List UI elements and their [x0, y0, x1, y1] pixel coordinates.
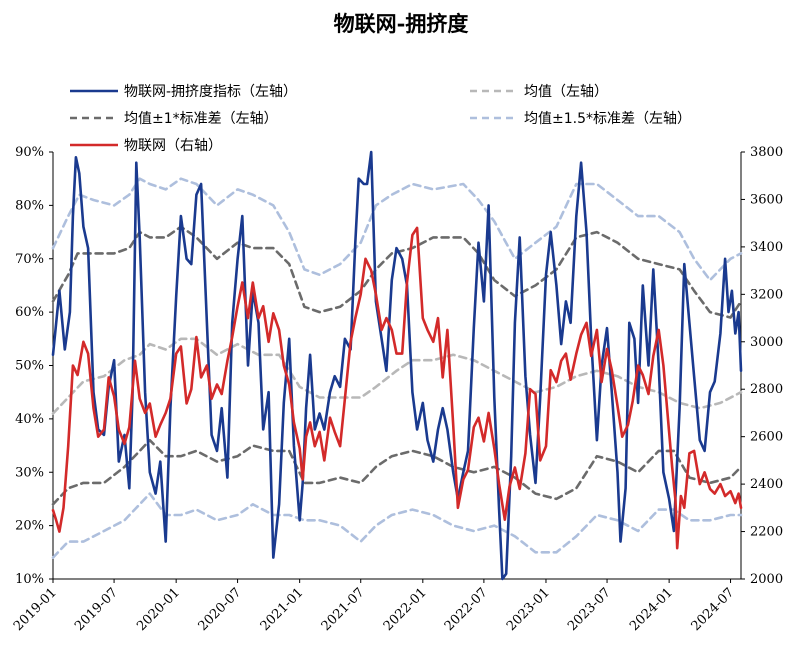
y-left-tick-label: 80%	[15, 198, 44, 213]
y-right-tick-label: 3600	[750, 192, 783, 207]
y-right-tick-label: 2400	[750, 477, 783, 492]
y-right-tick-label: 3200	[750, 287, 783, 302]
chart-title: 物联网-拥挤度	[334, 11, 469, 36]
x-tick-label: 2020-07	[196, 585, 245, 634]
y-left-tick-label: 30%	[15, 465, 44, 480]
x-tick-label: 2023-07	[565, 585, 614, 634]
x-tick-label: 2019-07	[72, 585, 121, 634]
series-line-sd1_upper	[51, 225, 743, 319]
series-line-index	[51, 226, 743, 550]
x-tick-label: 2022-01	[381, 585, 430, 634]
x-tick-label: 2019-01	[11, 585, 60, 634]
series-line-indicator	[51, 150, 743, 581]
y-right-tick-label: 3400	[750, 240, 783, 255]
x-tick-label: 2022-07	[442, 585, 491, 634]
legend-label-indicator: 物联网-拥挤度指标（左轴）	[124, 84, 297, 100]
series-line-mean	[51, 337, 743, 415]
y-left-tick-label: 60%	[15, 305, 44, 320]
y-right-tick-label: 3000	[750, 335, 783, 350]
y-left-tick-label: 90%	[15, 145, 44, 160]
plot-area	[51, 150, 743, 581]
legend-label-mean: 均值（左轴）	[524, 84, 608, 100]
x-tick-label: 2021-07	[319, 585, 368, 634]
y-left-tick-label: 40%	[15, 412, 44, 427]
series-line-sd15_upper	[51, 177, 743, 282]
x-tick-label: 2020-01	[134, 585, 183, 634]
y-left-tick-label: 20%	[15, 519, 44, 534]
y-right-tick-label: 2600	[750, 430, 783, 445]
y-right-tick-label: 2800	[750, 382, 783, 397]
legend-label-sd15: 均值±1.5*标准差（左轴）	[524, 111, 691, 127]
legend-label-index: 物联网（右轴）	[124, 138, 222, 154]
x-tick-label: 2024-01	[627, 585, 676, 634]
legend: 物联网-拥挤度指标（左轴） 均值（左轴） 均值±1*标准差（左轴） 均值±1.5*标准…	[70, 84, 691, 154]
y-left-tick-label: 50%	[15, 359, 44, 374]
x-tick-label: 2021-01	[258, 585, 307, 634]
series-line-sd15_lower	[51, 492, 743, 559]
axes: 90% 80% 70% 60% 50% 40% 30% 20% 10% 3800 3600 3400 3…	[11, 145, 783, 634]
y-right-tick-label: 2000	[750, 572, 783, 587]
y-left-tick-label: 10%	[15, 572, 44, 587]
y-left-tick-label: 70%	[15, 252, 44, 267]
y-right-tick-label: 2200	[750, 525, 783, 540]
legend-label-sd1: 均值±1*标准差（左轴）	[124, 111, 278, 127]
x-tick-label: 2024-07	[689, 585, 738, 634]
series-line-sd1_lower	[51, 438, 743, 506]
x-tick-label: 2023-01	[504, 585, 553, 634]
y-right-tick-label: 3800	[750, 145, 783, 160]
